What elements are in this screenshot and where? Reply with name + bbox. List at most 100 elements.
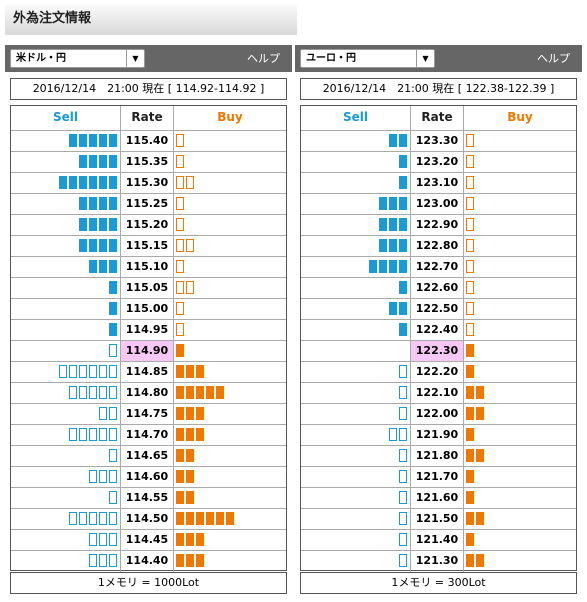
sell-bar [67, 383, 117, 404]
buy-block [466, 512, 474, 525]
sell-block [99, 218, 107, 231]
dropdown-arrow[interactable]: ▼ [416, 50, 434, 67]
sell-cell [11, 131, 121, 152]
buy-cell [174, 446, 286, 467]
sell-block-empty [69, 512, 77, 525]
sell-cell [11, 278, 121, 299]
buy-cell [174, 215, 286, 236]
order-row: 123.10 [301, 172, 576, 194]
rate-cell: 121.40 [411, 530, 464, 551]
sell-bar [97, 404, 117, 425]
help-link[interactable]: ヘルプ [247, 52, 280, 65]
buy-bar [176, 173, 196, 194]
column-header: Rate [411, 106, 464, 130]
rate-cell: 123.30 [411, 131, 464, 152]
sell-block-empty [99, 365, 107, 378]
sell-block-empty [89, 365, 97, 378]
sell-cell [301, 530, 411, 551]
buy-cell [174, 278, 286, 299]
timestamp: 2016/12/14 21:00 現在 [ 114.92-114.92 ] [10, 78, 287, 100]
buy-cell [464, 467, 576, 488]
buy-block [476, 512, 484, 525]
sell-cell [301, 467, 411, 488]
sell-cell [301, 173, 411, 194]
sell-block [389, 134, 397, 147]
buy-bar [176, 488, 196, 509]
sell-cell [11, 299, 121, 320]
buy-bar [466, 383, 486, 404]
sell-bar [67, 425, 117, 446]
buy-bar [176, 131, 186, 152]
sell-bar [377, 236, 407, 257]
sell-cell [11, 530, 121, 551]
sell-block [399, 134, 407, 147]
buy-block-empty [466, 155, 474, 168]
rate-cell: 114.75 [121, 404, 174, 425]
sell-cell [11, 488, 121, 509]
buy-bar [466, 341, 476, 362]
rate-cell: 114.80 [121, 383, 174, 404]
order-row: 115.35 [11, 151, 286, 173]
sell-block [109, 260, 117, 273]
buy-bar [176, 551, 206, 572]
sell-block [379, 239, 387, 252]
sell-bar [397, 488, 407, 509]
buy-bar [176, 383, 226, 404]
help-link[interactable]: ヘルプ [537, 52, 570, 65]
header-row: Sell Rate Buy [11, 106, 286, 130]
buy-cell [464, 299, 576, 320]
buy-bar [176, 236, 196, 257]
sell-block [109, 197, 117, 210]
sell-block [69, 176, 77, 189]
sell-bar [87, 257, 117, 278]
sell-block-empty [109, 407, 117, 420]
order-row: 121.50 [301, 508, 576, 530]
rate-cell: 115.05 [121, 278, 174, 299]
buy-block [476, 386, 484, 399]
buy-block [176, 470, 184, 483]
sell-cell [11, 467, 121, 488]
buy-block [196, 386, 204, 399]
order-row: 121.60 [301, 487, 576, 509]
order-row: 122.00 [301, 403, 576, 425]
sell-block [109, 239, 117, 252]
order-row: 123.00 [301, 193, 576, 215]
sell-block-empty [109, 512, 117, 525]
rate-cell: 122.90 [411, 215, 464, 236]
sell-bar [67, 509, 117, 530]
rate-cell: 121.90 [411, 425, 464, 446]
buy-block-empty [466, 134, 474, 147]
buy-bar [466, 446, 486, 467]
sell-block-empty [399, 365, 407, 378]
sell-block [389, 197, 397, 210]
pair-select[interactable]: ユーロ・円 ▼ [300, 49, 435, 68]
sell-block-empty [109, 470, 117, 483]
pair-select[interactable]: 米ドル・円 ▼ [10, 49, 145, 68]
buy-block-empty [186, 281, 194, 294]
sell-block [89, 218, 97, 231]
sell-block [79, 197, 87, 210]
sell-block-empty [79, 428, 87, 441]
sell-block-empty [99, 407, 107, 420]
order-row: 114.85 [11, 361, 286, 383]
buy-block-empty [176, 302, 184, 315]
order-row: 114.50 [11, 508, 286, 530]
buy-bar [466, 488, 476, 509]
buy-bar [176, 194, 186, 215]
sell-block [59, 176, 67, 189]
sell-block-empty [99, 428, 107, 441]
sell-block [389, 218, 397, 231]
sell-block-empty [399, 512, 407, 525]
buy-block-empty [466, 323, 474, 336]
column-header: Buy [507, 110, 533, 124]
dropdown-arrow[interactable]: ▼ [126, 50, 144, 67]
buy-block [186, 365, 194, 378]
sell-block [379, 260, 387, 273]
buy-bar [466, 362, 476, 383]
sell-block [99, 134, 107, 147]
buy-cell [464, 236, 576, 257]
lot-footer: 1メモリ = 300Lot [300, 572, 577, 594]
sell-block-empty [109, 449, 117, 462]
sell-cell [301, 341, 411, 362]
buy-cell [174, 341, 286, 362]
